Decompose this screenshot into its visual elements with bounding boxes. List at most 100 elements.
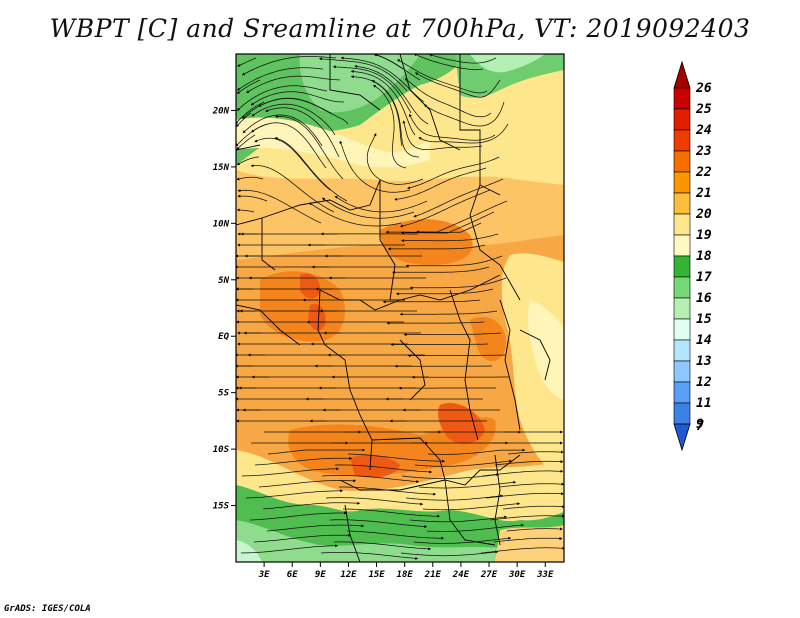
colorbar-label: 19 <box>696 228 712 243</box>
streamline <box>242 114 323 147</box>
colorbar-swatch <box>673 171 691 194</box>
streamline <box>418 480 517 489</box>
streamline <box>498 482 564 488</box>
colorbar-label: 7 <box>696 419 704 434</box>
wbpt-field-22-central <box>380 219 473 265</box>
colorbar-label: 17 <box>696 270 712 285</box>
wbpt-field-15-southwest <box>236 540 262 562</box>
streamline <box>386 321 485 325</box>
colorbar-label: 25 <box>695 102 712 117</box>
streamline <box>339 140 411 193</box>
streamline <box>371 80 420 158</box>
wbpt-field-23-south <box>438 402 485 444</box>
colorbar-swatch <box>673 276 691 299</box>
streamline <box>262 501 361 510</box>
lat-tick-label: 15N <box>213 163 230 173</box>
colorbar-max-arrow <box>673 60 691 89</box>
streamline <box>240 544 339 554</box>
colorbar-swatch <box>673 234 691 257</box>
streamline <box>489 514 564 521</box>
colorbar-label: 11 <box>696 396 712 411</box>
wbpt-field-19-southeast <box>495 525 564 562</box>
streamline <box>236 67 324 91</box>
longitude-axis: 3E 6E 9E 12E 15E 18E 21E 24E 27E 30E 33E <box>258 562 554 580</box>
streamline <box>250 91 345 106</box>
streamline <box>414 459 513 467</box>
lon-tick-label: 12E <box>340 570 357 580</box>
lon-tick-label: 15E <box>368 570 385 580</box>
streamline <box>236 208 255 213</box>
streamline <box>418 123 509 144</box>
streamline <box>346 530 445 540</box>
wbpt-field-22-east <box>470 316 506 362</box>
wbpt-field-20-north <box>236 170 564 260</box>
colorbar-swatch <box>673 339 691 362</box>
colorbar-label: 16 <box>696 291 712 306</box>
colorbar-swatch <box>673 213 691 236</box>
streamline <box>481 469 564 477</box>
streamline <box>485 492 564 499</box>
streamline <box>333 541 432 551</box>
streamline <box>350 75 403 147</box>
streamline <box>413 178 504 218</box>
colorbar-swatch <box>673 381 691 404</box>
streamline <box>507 450 564 455</box>
streamline <box>392 266 490 274</box>
streamline <box>254 456 353 466</box>
streamline <box>372 84 407 169</box>
colorbar-swatch <box>673 360 691 383</box>
streamline <box>405 255 503 268</box>
streamline <box>236 112 252 128</box>
colorbar-label: 9 <box>696 417 704 432</box>
streamline <box>343 508 441 518</box>
map-title: WBPT [C] and Sreamline at 700hPa, VT: 20… <box>49 14 751 43</box>
streamline <box>427 448 526 455</box>
streamline <box>321 197 415 219</box>
lon-tick-label: 30E <box>508 570 526 580</box>
streamline <box>347 453 446 463</box>
colorbar-label: 24 <box>695 123 712 138</box>
streamline <box>318 57 408 92</box>
colorbar-label: 22 <box>695 165 712 180</box>
streamline <box>236 134 256 150</box>
streamline <box>325 497 424 506</box>
streamline <box>267 448 366 455</box>
streamline <box>246 75 341 93</box>
streamline <box>321 475 420 484</box>
lon-tick-label: 3E <box>258 570 270 580</box>
colorbar-label: 23 <box>695 144 712 159</box>
streamline <box>339 486 437 496</box>
lat-tick-label: 5S <box>218 389 229 399</box>
streamline <box>237 57 257 67</box>
colorbar-swatch <box>673 318 691 341</box>
streamline <box>241 467 340 477</box>
colorbar-label: 12 <box>696 375 712 390</box>
streamline <box>401 211 495 235</box>
streamline <box>237 194 268 202</box>
colorbar-label: 14 <box>696 333 712 348</box>
colorbar-label: 26 <box>695 81 712 96</box>
streamline <box>429 54 497 64</box>
streamline <box>423 101 505 127</box>
streamline <box>426 523 525 532</box>
streamline <box>251 103 336 136</box>
streamline <box>395 288 494 296</box>
streamline <box>340 56 425 103</box>
wbpt-field-18-east <box>527 300 564 400</box>
streamline <box>236 156 260 166</box>
streamline <box>265 107 340 158</box>
streamline <box>329 519 428 529</box>
colorbar-label: 15 <box>696 312 712 327</box>
wbpt-field-18-northwest <box>236 117 430 168</box>
streamline <box>394 167 487 201</box>
streamline <box>382 299 481 304</box>
streamline <box>253 533 352 543</box>
lon-tick-label: 6E <box>287 570 298 580</box>
streamline <box>399 189 491 228</box>
colorbar-swatch <box>673 129 691 152</box>
streamline <box>274 114 344 180</box>
lat-tick-label: 5N <box>218 276 229 286</box>
latitude-axis: 20N 15N 10N 5N EQ 5S 10S 15S <box>212 106 236 512</box>
streamline <box>241 56 337 76</box>
